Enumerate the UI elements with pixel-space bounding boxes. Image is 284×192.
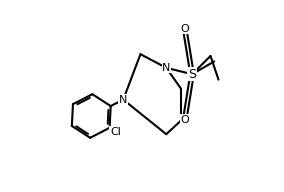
Text: Cl: Cl xyxy=(110,127,121,137)
Text: O: O xyxy=(180,24,189,34)
Text: S: S xyxy=(188,68,196,81)
Text: O: O xyxy=(180,115,189,125)
Text: N: N xyxy=(119,95,128,105)
Text: N: N xyxy=(162,63,170,73)
